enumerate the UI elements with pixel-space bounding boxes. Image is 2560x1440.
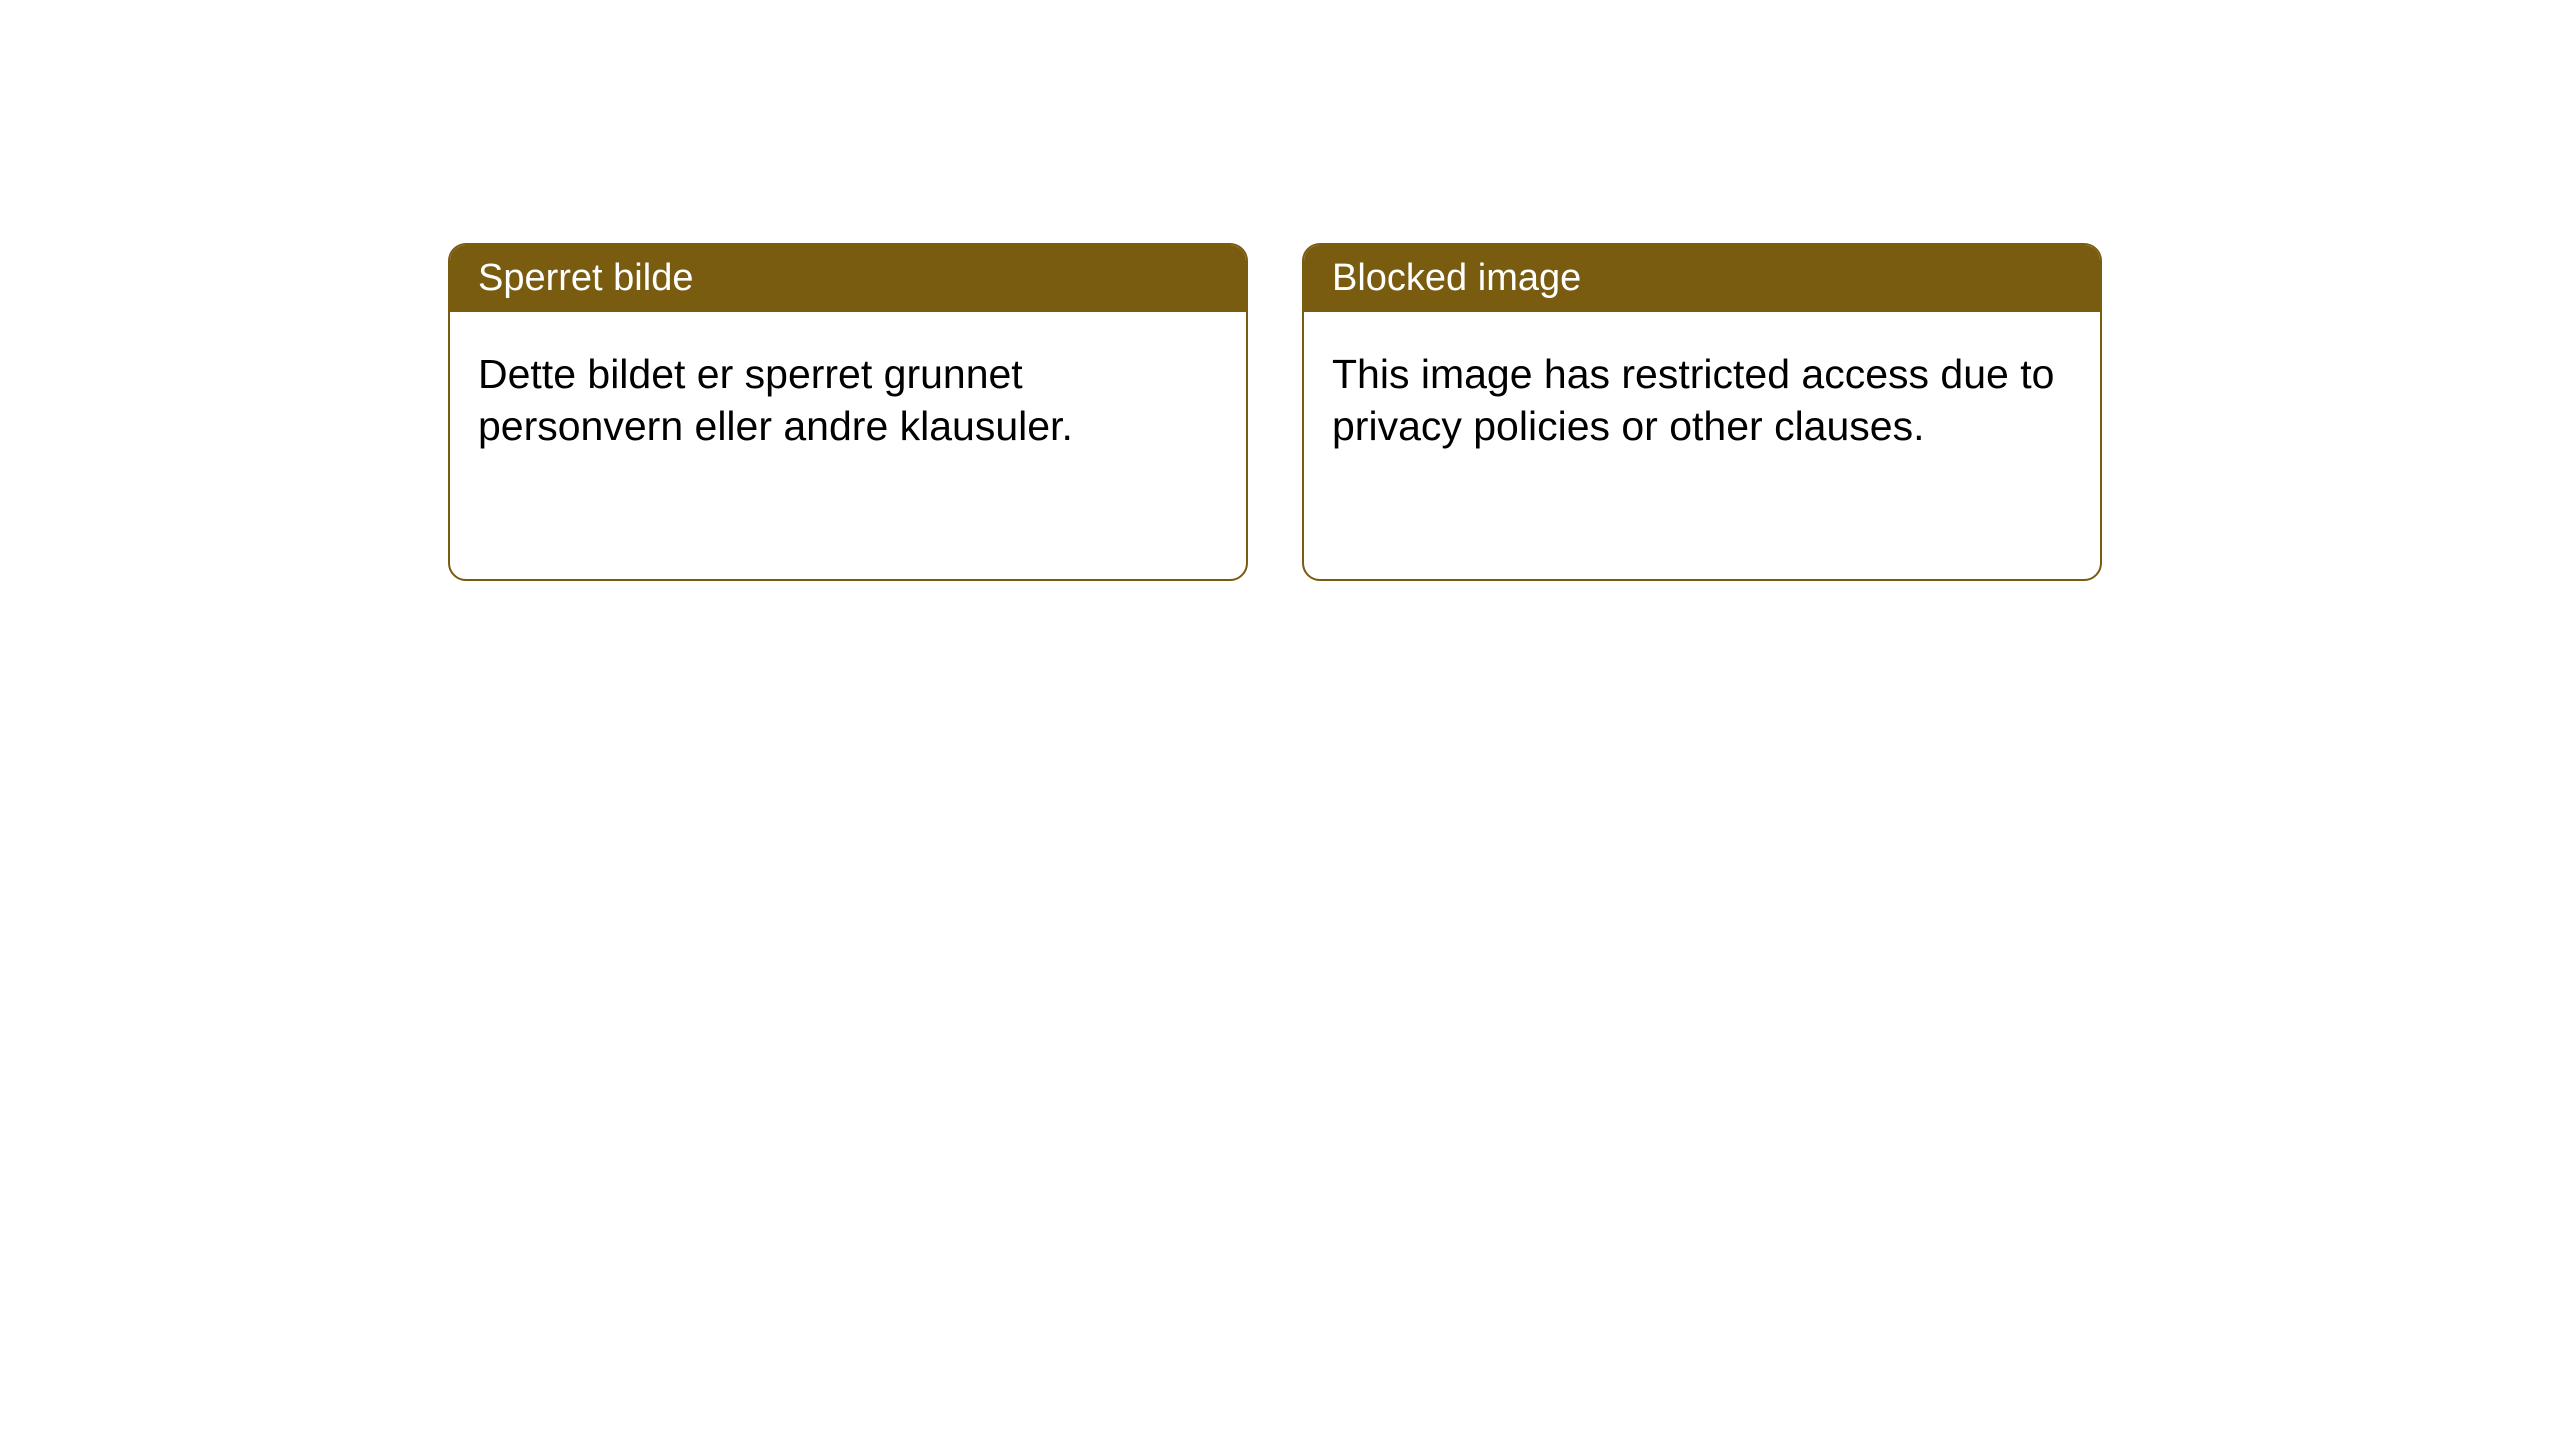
notice-card-body: This image has restricted access due to … [1304,312,2100,488]
notice-card-body: Dette bildet er sperret grunnet personve… [450,312,1246,488]
notice-card-norwegian: Sperret bilde Dette bildet er sperret gr… [448,243,1248,581]
notice-card-title: Blocked image [1304,245,2100,312]
notice-card-title: Sperret bilde [450,245,1246,312]
notice-cards-container: Sperret bilde Dette bildet er sperret gr… [448,243,2102,581]
notice-card-english: Blocked image This image has restricted … [1302,243,2102,581]
